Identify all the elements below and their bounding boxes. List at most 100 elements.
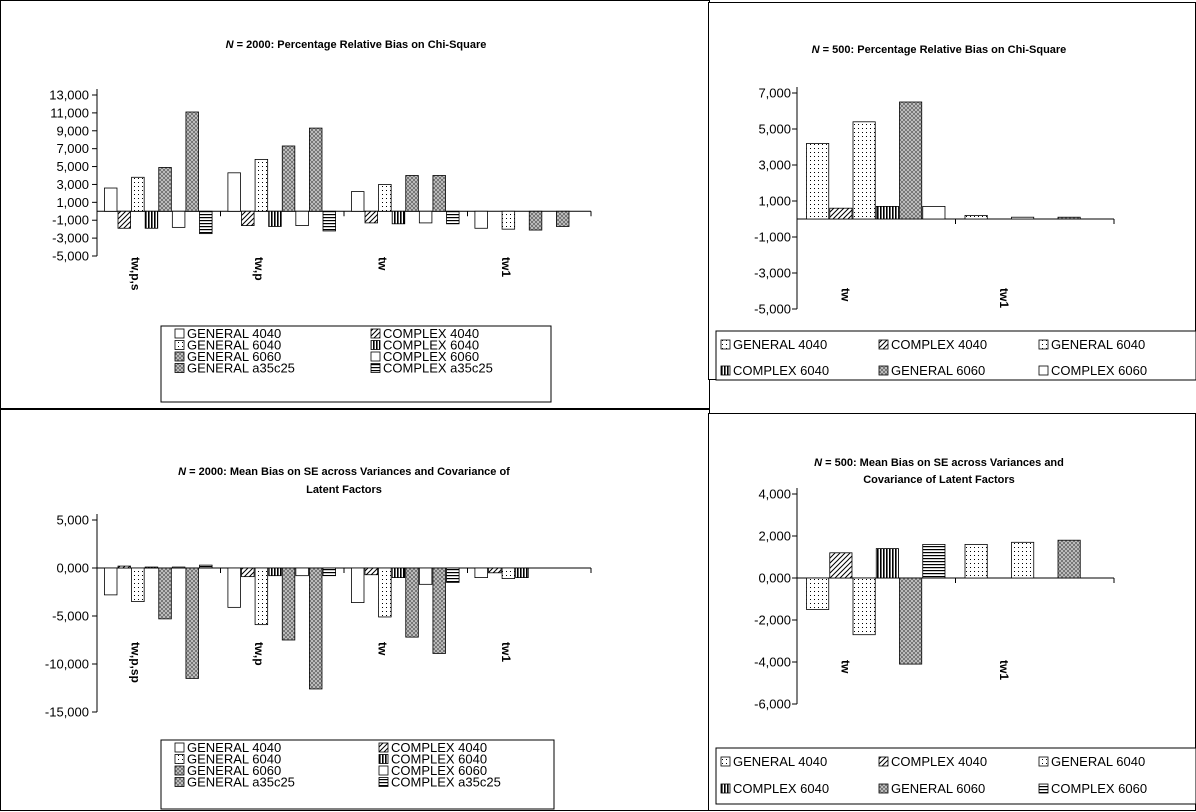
chart-panel-n500-chi-square: N = 500: Percentage Relative Bias on Chi… — [708, 2, 1196, 381]
chart-title-italic: N — [178, 466, 187, 478]
y-tick-label: -3,000 — [754, 266, 791, 281]
chart-title-rest: = 2000: Percentage Relative Bias on Chi-… — [234, 39, 487, 51]
bar-general-4040 — [474, 567, 488, 578]
bar-general-6040 — [1011, 216, 1035, 220]
chart-title-rest: = 2000: Mean Bias on SE across Variances… — [186, 466, 510, 478]
y-tick-label: -1,000 — [52, 213, 89, 228]
legend-entry: COMPLEX 4040 — [891, 754, 987, 769]
bar-complex-6040 — [391, 210, 406, 225]
bar-general-6040 — [378, 567, 392, 618]
chart-title: N = 500: Percentage Relative Bias on Chi… — [812, 44, 1067, 56]
bar-complex-a35c25 — [199, 210, 213, 235]
legend-entry: GENERAL 6040 — [187, 338, 281, 353]
legend — [715, 747, 1196, 805]
legend-entry: COMPLEX 6060 — [383, 349, 479, 364]
bar-general-a35c25 — [432, 567, 446, 654]
y-tick-label: 3,000 — [758, 158, 791, 173]
bar-complex-6060 — [171, 210, 186, 228]
legend-swatch — [174, 754, 185, 764]
y-tick-label: 1,000 — [758, 194, 791, 209]
bar-general-4040 — [227, 567, 241, 608]
legend-swatch — [370, 351, 381, 362]
legend-swatch — [1038, 339, 1049, 350]
legend-swatch — [720, 756, 731, 767]
legend-entry: GENERAL a35c25 — [187, 775, 295, 790]
category-label: tw,p — [252, 257, 266, 281]
legend-swatch — [378, 742, 389, 753]
legend-entry: COMPLEX 6060 — [391, 763, 487, 778]
bar-general-6040 — [852, 121, 876, 220]
legend-entry: GENERAL 6060 — [891, 363, 985, 378]
bar-general-4040 — [351, 567, 365, 603]
bar-complex-4040 — [364, 567, 378, 576]
y-tick-label: 0,000 — [56, 561, 89, 576]
bar-general-4040 — [964, 543, 988, 579]
bar-complex-4040 — [829, 552, 853, 579]
legend-entry: COMPLEX 6040 — [383, 338, 479, 353]
legend-entry: GENERAL 6060 — [891, 781, 985, 796]
bar-general-6060 — [281, 145, 296, 212]
y-tick-label: 0,000 — [758, 571, 791, 586]
y-tick-label: -5,000 — [52, 609, 89, 624]
category-label: tw — [838, 288, 852, 302]
legend-entry: COMPLEX 6040 — [391, 752, 487, 767]
legend-entry: COMPLEX 4040 — [391, 740, 487, 755]
legend-swatch — [878, 339, 889, 350]
legend-swatch — [370, 328, 381, 339]
legend-entry: GENERAL 6060 — [187, 349, 281, 364]
bar-complex-6040 — [268, 210, 282, 227]
chart-title-line2: Latent Factors — [306, 484, 382, 496]
bar-general-a35c25 — [185, 111, 199, 212]
legend-swatch — [174, 765, 185, 776]
y-tick-label: -5,000 — [754, 302, 791, 317]
bar-complex-6060 — [171, 566, 186, 569]
y-tick-label: -2,000 — [754, 613, 791, 628]
chart-title-italic: N — [814, 457, 823, 469]
legend-entry: GENERAL 6060 — [187, 763, 281, 778]
bar-general-a35c25 — [432, 175, 446, 212]
chart-title-rest: = 500: Mean Bias on SE across Variances … — [822, 457, 1064, 469]
bar-complex-6040 — [515, 567, 529, 578]
category-label: tw1 — [499, 257, 513, 277]
bar-general-6060 — [405, 567, 419, 638]
bar-general-6040 — [1011, 541, 1035, 579]
legend-swatch — [370, 363, 381, 373]
legend-swatch — [878, 756, 889, 767]
y-tick-label: -4,000 — [754, 655, 791, 670]
legend-swatch — [878, 783, 889, 794]
bar-general-6060 — [405, 175, 419, 212]
bar-general-4040 — [806, 142, 830, 220]
y-tick-label: 11,000 — [50, 105, 89, 120]
legend-swatch — [378, 765, 389, 776]
legend-entry: GENERAL a35c25 — [187, 361, 295, 376]
legend-entry: COMPLEX 6040 — [733, 363, 829, 378]
bar-general-a35c25 — [556, 210, 570, 227]
bar-complex-6060 — [922, 543, 946, 579]
bar-complex-4040 — [117, 210, 131, 229]
y-tick-label: 7,000 — [758, 86, 791, 101]
legend-swatch — [370, 340, 381, 350]
legend-swatch — [174, 777, 185, 787]
bar-complex-6060 — [418, 567, 433, 585]
bar-general-6060 — [1057, 216, 1081, 220]
bar-complex-6060 — [418, 210, 433, 224]
bar-general-6060 — [158, 167, 172, 212]
legend-swatch — [174, 742, 185, 753]
bar-general-6040 — [378, 184, 392, 212]
bar-complex-4040 — [117, 565, 131, 569]
bar-general-6040 — [254, 567, 269, 626]
category-label: tw,p — [252, 642, 266, 666]
bar-general-a35c25 — [185, 567, 199, 679]
legend-entry: COMPLEX a35c25 — [391, 775, 501, 790]
y-tick-label: -10,000 — [45, 657, 89, 672]
bar-complex-a35c25 — [322, 567, 336, 577]
bar-general-6040 — [131, 176, 145, 212]
legend-entry: COMPLEX 6040 — [733, 781, 829, 796]
chart-title-rest: = 500: Percentage Relative Bias on Chi-S… — [820, 44, 1067, 56]
bar-general-6040 — [254, 158, 269, 212]
chart-panel-n2000-mean-bias-se: N = 2000: Mean Bias on SE across Varianc… — [0, 409, 710, 811]
legend-swatch — [878, 365, 889, 376]
legend-entry: COMPLEX 6060 — [1051, 363, 1147, 378]
legend-swatch — [378, 777, 389, 787]
bar-complex-6040 — [391, 567, 406, 578]
